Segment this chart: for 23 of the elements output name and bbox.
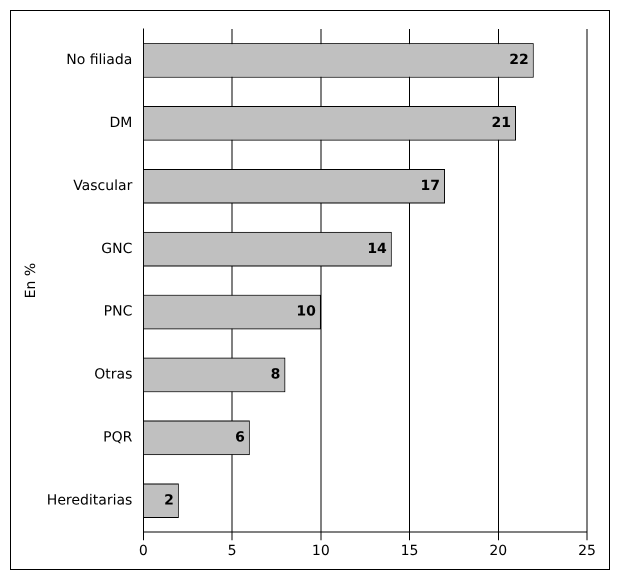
x-tick-label: 25 bbox=[578, 543, 596, 560]
x-tick-label: 5 bbox=[228, 543, 237, 560]
data-label: 17 bbox=[420, 178, 440, 194]
data-label: 6 bbox=[235, 429, 245, 446]
y-tick-label: PNC bbox=[104, 304, 133, 320]
data-label: 14 bbox=[367, 240, 388, 257]
y-axis-title: En % bbox=[23, 262, 40, 298]
x-tick-label: 0 bbox=[138, 543, 148, 560]
y-tick-label: Otras bbox=[94, 366, 132, 383]
y-tick-label: No filiada bbox=[66, 52, 132, 68]
y-tick-label: DM bbox=[110, 114, 132, 131]
data-label: 10 bbox=[296, 304, 316, 320]
data-label: 8 bbox=[270, 366, 280, 383]
x-tick-label: 15 bbox=[400, 543, 418, 560]
y-tick-label: Hereditarias bbox=[46, 492, 132, 508]
y-tick-label: Vascular bbox=[73, 178, 133, 194]
x-tick-label: 10 bbox=[312, 543, 330, 560]
y-tick-label: PQR bbox=[103, 429, 133, 446]
data-label: 21 bbox=[492, 114, 512, 131]
x-tick-label: 20 bbox=[489, 543, 508, 560]
y-tick-label: GNC bbox=[101, 240, 133, 257]
data-label: 2 bbox=[164, 492, 174, 508]
data-label: 22 bbox=[509, 52, 529, 68]
